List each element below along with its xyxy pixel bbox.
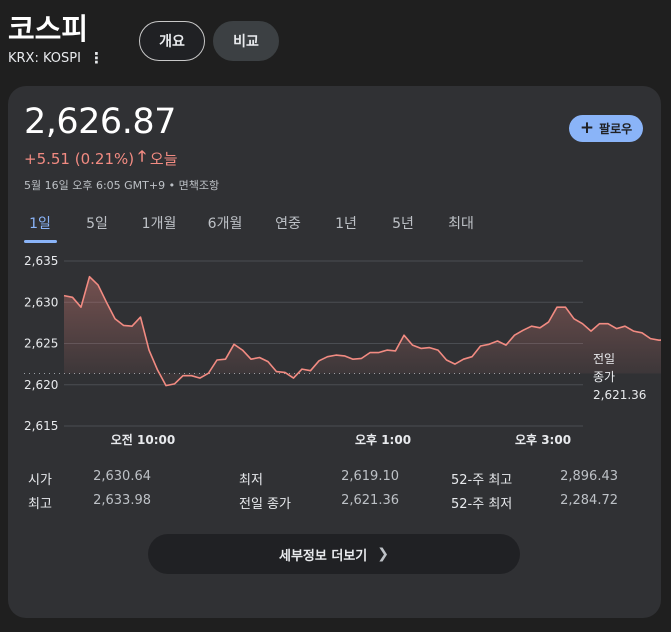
- stat-label-prev-close: 전일 종가: [239, 497, 291, 512]
- stat-label-52w-high: 52-주 최고: [451, 473, 513, 488]
- range-1d[interactable]: 1일: [29, 216, 51, 232]
- page-title: 코스피: [8, 12, 89, 46]
- ticker-row: KRX: KOSPI ⋮: [8, 49, 104, 67]
- more-options-icon[interactable]: ⋮: [88, 49, 104, 67]
- stat-label-52w-low: 52-주 최저: [451, 497, 513, 512]
- current-price: 2,626.87: [24, 102, 176, 142]
- change-period: 오늘: [149, 150, 178, 168]
- y-tick-label: 2,635: [24, 254, 58, 268]
- stat-value-open: 2,630.64: [93, 469, 151, 484]
- stat-value-high: 2,633.98: [93, 493, 151, 508]
- more-details-button[interactable]: 세부정보 더보기 ❯: [148, 534, 520, 574]
- y-tick-label: 2,625: [24, 337, 58, 351]
- range-max[interactable]: 최대: [448, 216, 474, 232]
- stat-label-high: 최고: [28, 497, 52, 512]
- stat-value-52w-low: 2,284.72: [560, 493, 618, 508]
- ticker-symbol: KRX: KOSPI: [8, 50, 81, 66]
- tab-compare[interactable]: 비교: [213, 21, 279, 61]
- y-tick-label: 2,630: [24, 295, 58, 309]
- range-6m[interactable]: 6개월: [207, 216, 243, 232]
- stats-row: 최고 2,633.98 전일 종가 2,621.36 52-주 최저 2,284…: [8, 493, 661, 515]
- x-tick-label: 오전 10:00: [111, 432, 175, 447]
- prev-close-label: 전일: [593, 352, 615, 366]
- price-change: +5.51 (0.21%) 🡑 오늘: [24, 146, 178, 171]
- stat-value-52w-high: 2,896.43: [560, 469, 618, 484]
- range-1m[interactable]: 1개월: [141, 216, 177, 232]
- prev-close-value: 2,621.36: [593, 388, 646, 402]
- range-selector: 1일 5일 1개월 6개월 연중 1년 5년 최대: [8, 213, 661, 243]
- stat-label-open: 시가: [28, 473, 52, 488]
- y-tick-label: 2,615: [24, 419, 58, 433]
- range-5y[interactable]: 5년: [392, 216, 414, 232]
- quote-timestamp: 5월 16일 오후 6:05 GMT+9 • 면책조항: [24, 179, 220, 192]
- stats-row: 시가 2,630.64 최저 2,619.10 52-주 최고 2,896.43: [8, 469, 661, 491]
- price-change-value: +5.51 (0.21%): [24, 149, 135, 168]
- range-ytd[interactable]: 연중: [275, 216, 301, 232]
- active-range-indicator: [24, 240, 57, 243]
- range-1y[interactable]: 1년: [335, 216, 357, 232]
- range-5d[interactable]: 5일: [86, 216, 108, 232]
- arrow-up-icon: 🡑: [138, 147, 146, 165]
- stat-value-low: 2,619.10: [341, 469, 399, 484]
- x-tick-label: 오후 1:00: [355, 432, 411, 447]
- price-chart[interactable]: 2,635 2,630 2,625 2,620 2,615 오전 10:00 오후 1:00…: [8, 246, 661, 456]
- x-tick-label: 오후 3:00: [515, 432, 571, 447]
- tab-overview[interactable]: 개요: [139, 21, 205, 61]
- price-chart-svg: 2,635 2,630 2,625 2,620 2,615 오전 10:00 오후 1:00…: [24, 254, 661, 447]
- series-area: [64, 276, 661, 386]
- plus-icon: +: [579, 118, 595, 138]
- y-tick-label: 2,620: [24, 378, 58, 392]
- stat-label-low: 최저: [239, 473, 263, 488]
- prev-close-label: 종가: [593, 370, 615, 384]
- more-details-label: 세부정보 더보기: [279, 548, 368, 564]
- series-line: [63, 275, 661, 387]
- stat-value-prev-close: 2,621.36: [341, 493, 399, 508]
- follow-label: 팔로우: [599, 122, 633, 136]
- quote-card: 2,626.87 +5.51 (0.21%) 🡑 오늘 5월 16일 오후 6:…: [8, 86, 661, 618]
- follow-button[interactable]: + 팔로우: [569, 115, 643, 142]
- chevron-right-icon: ❯: [377, 546, 389, 562]
